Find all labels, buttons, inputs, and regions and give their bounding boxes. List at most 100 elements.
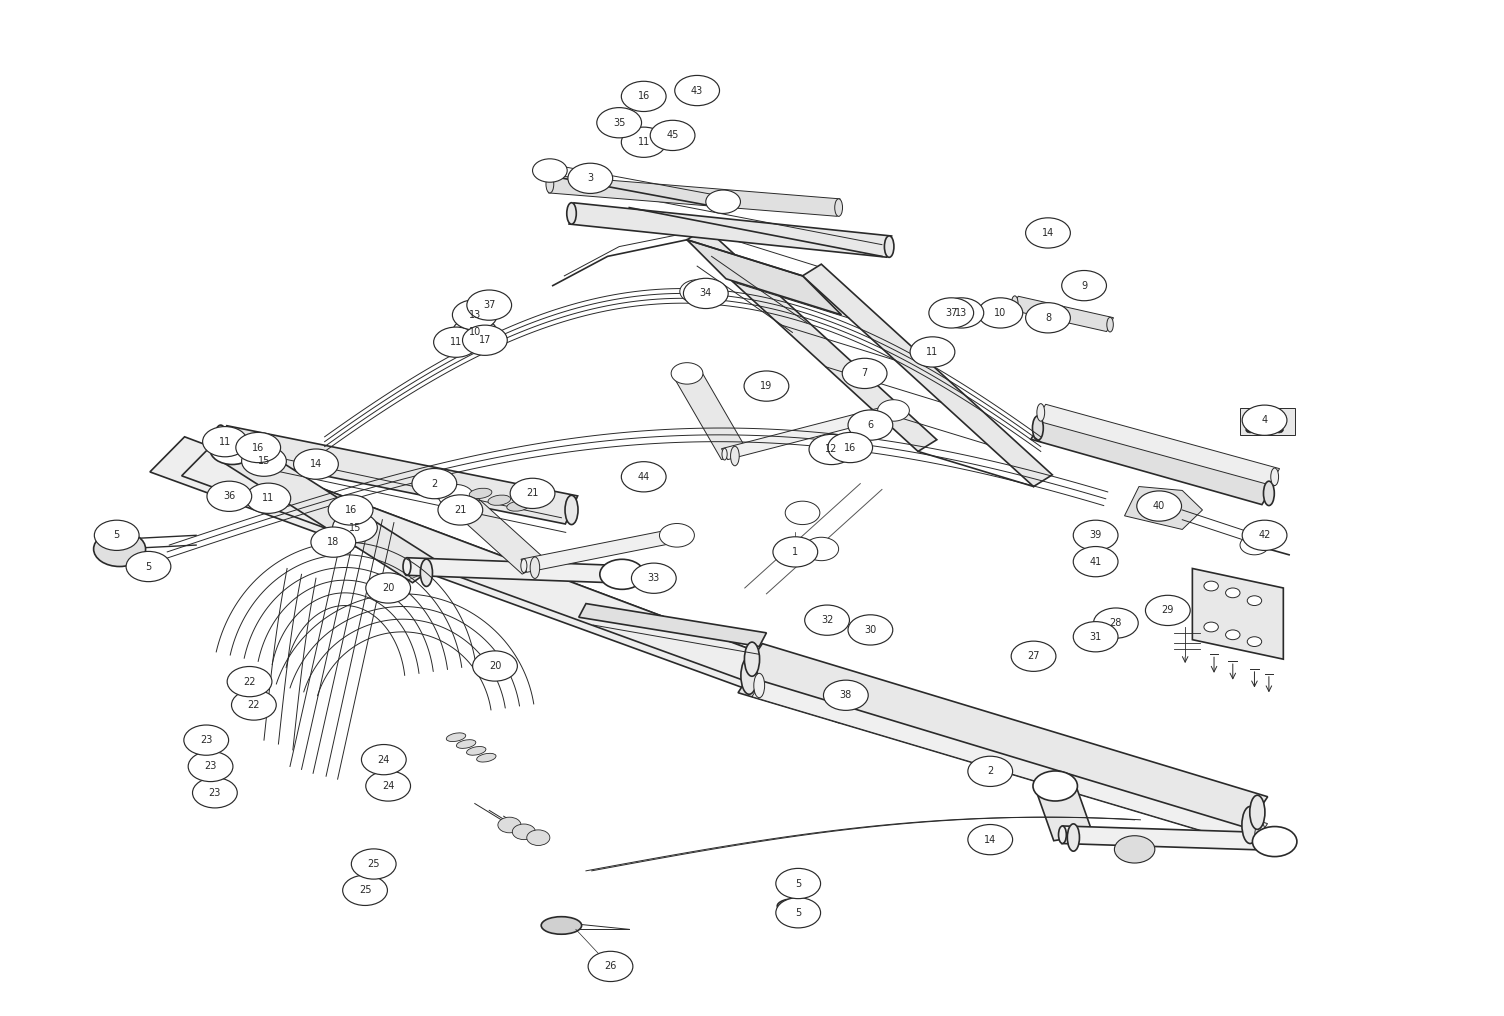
Text: 25: 25 bbox=[367, 859, 381, 869]
Circle shape bbox=[211, 435, 254, 464]
Text: 11: 11 bbox=[926, 346, 938, 357]
Circle shape bbox=[242, 446, 286, 477]
Polygon shape bbox=[1030, 417, 1275, 505]
Text: 7: 7 bbox=[862, 369, 868, 378]
Ellipse shape bbox=[507, 501, 529, 511]
Ellipse shape bbox=[469, 489, 492, 499]
Ellipse shape bbox=[487, 495, 511, 505]
Circle shape bbox=[910, 337, 955, 367]
Ellipse shape bbox=[1068, 824, 1080, 851]
Circle shape bbox=[680, 279, 714, 303]
Polygon shape bbox=[741, 643, 1268, 828]
Circle shape bbox=[1242, 405, 1287, 435]
Circle shape bbox=[1245, 427, 1254, 433]
Text: 11: 11 bbox=[450, 337, 462, 347]
Circle shape bbox=[532, 158, 567, 182]
Circle shape bbox=[498, 817, 520, 833]
Polygon shape bbox=[520, 528, 680, 572]
Circle shape bbox=[1253, 827, 1296, 856]
Circle shape bbox=[600, 559, 644, 589]
Circle shape bbox=[805, 606, 850, 635]
Circle shape bbox=[938, 298, 984, 328]
FancyBboxPatch shape bbox=[1239, 407, 1295, 435]
Text: 14: 14 bbox=[1042, 228, 1054, 238]
Polygon shape bbox=[1062, 826, 1275, 850]
Polygon shape bbox=[215, 426, 578, 524]
Ellipse shape bbox=[451, 486, 460, 507]
Ellipse shape bbox=[1107, 317, 1113, 332]
Ellipse shape bbox=[1254, 823, 1266, 847]
Circle shape bbox=[805, 537, 839, 561]
Text: 27: 27 bbox=[1027, 651, 1039, 661]
Circle shape bbox=[1137, 491, 1182, 521]
Circle shape bbox=[1226, 630, 1239, 640]
Ellipse shape bbox=[1250, 796, 1265, 829]
Circle shape bbox=[1114, 836, 1155, 863]
Circle shape bbox=[472, 651, 517, 681]
Circle shape bbox=[328, 495, 373, 525]
Polygon shape bbox=[674, 370, 749, 459]
Polygon shape bbox=[687, 228, 937, 451]
Text: 41: 41 bbox=[1089, 557, 1102, 567]
Ellipse shape bbox=[520, 559, 526, 573]
Circle shape bbox=[453, 317, 498, 347]
Text: 11: 11 bbox=[638, 137, 650, 147]
Circle shape bbox=[683, 278, 728, 309]
Circle shape bbox=[203, 427, 247, 457]
Text: 23: 23 bbox=[205, 761, 217, 771]
Circle shape bbox=[453, 300, 498, 330]
Circle shape bbox=[809, 435, 854, 464]
Circle shape bbox=[247, 484, 290, 513]
Text: 28: 28 bbox=[1110, 618, 1122, 628]
Circle shape bbox=[412, 468, 457, 499]
Ellipse shape bbox=[754, 674, 764, 698]
Text: 21: 21 bbox=[454, 505, 466, 515]
Circle shape bbox=[1074, 520, 1117, 551]
Ellipse shape bbox=[1271, 833, 1278, 850]
Circle shape bbox=[1247, 595, 1262, 606]
Ellipse shape bbox=[722, 448, 726, 460]
Circle shape bbox=[126, 552, 171, 581]
Ellipse shape bbox=[529, 557, 540, 578]
Circle shape bbox=[1226, 588, 1239, 597]
Ellipse shape bbox=[1012, 296, 1018, 311]
Polygon shape bbox=[687, 240, 842, 315]
Text: 13: 13 bbox=[955, 308, 967, 318]
Ellipse shape bbox=[1050, 772, 1062, 800]
Text: 10: 10 bbox=[994, 308, 1006, 318]
Ellipse shape bbox=[214, 425, 227, 454]
Ellipse shape bbox=[1271, 468, 1278, 486]
Text: 42: 42 bbox=[1259, 530, 1271, 541]
Text: 44: 44 bbox=[638, 471, 650, 482]
Circle shape bbox=[1239, 535, 1269, 555]
Text: 5: 5 bbox=[114, 530, 120, 541]
Text: 39: 39 bbox=[1089, 530, 1102, 541]
Text: 20: 20 bbox=[489, 661, 501, 671]
Circle shape bbox=[188, 752, 233, 781]
Circle shape bbox=[227, 666, 272, 697]
Text: 37: 37 bbox=[945, 308, 958, 318]
Text: 11: 11 bbox=[262, 493, 274, 503]
Text: 36: 36 bbox=[223, 492, 236, 501]
Circle shape bbox=[365, 573, 411, 604]
Circle shape bbox=[343, 875, 388, 905]
Polygon shape bbox=[218, 440, 441, 583]
Circle shape bbox=[513, 824, 535, 839]
Polygon shape bbox=[406, 558, 623, 583]
Circle shape bbox=[1146, 595, 1190, 626]
Circle shape bbox=[848, 615, 893, 645]
Text: 45: 45 bbox=[666, 130, 678, 140]
Ellipse shape bbox=[456, 740, 475, 749]
Ellipse shape bbox=[884, 236, 893, 257]
Circle shape bbox=[1260, 411, 1269, 418]
Text: 16: 16 bbox=[844, 443, 856, 452]
Polygon shape bbox=[1193, 569, 1283, 659]
Text: 23: 23 bbox=[209, 787, 221, 798]
Text: 9: 9 bbox=[1081, 280, 1087, 291]
Ellipse shape bbox=[778, 898, 814, 913]
Ellipse shape bbox=[403, 558, 411, 575]
Ellipse shape bbox=[744, 642, 760, 677]
Text: 31: 31 bbox=[1089, 632, 1102, 642]
Circle shape bbox=[365, 771, 411, 801]
Text: 13: 13 bbox=[469, 310, 481, 320]
